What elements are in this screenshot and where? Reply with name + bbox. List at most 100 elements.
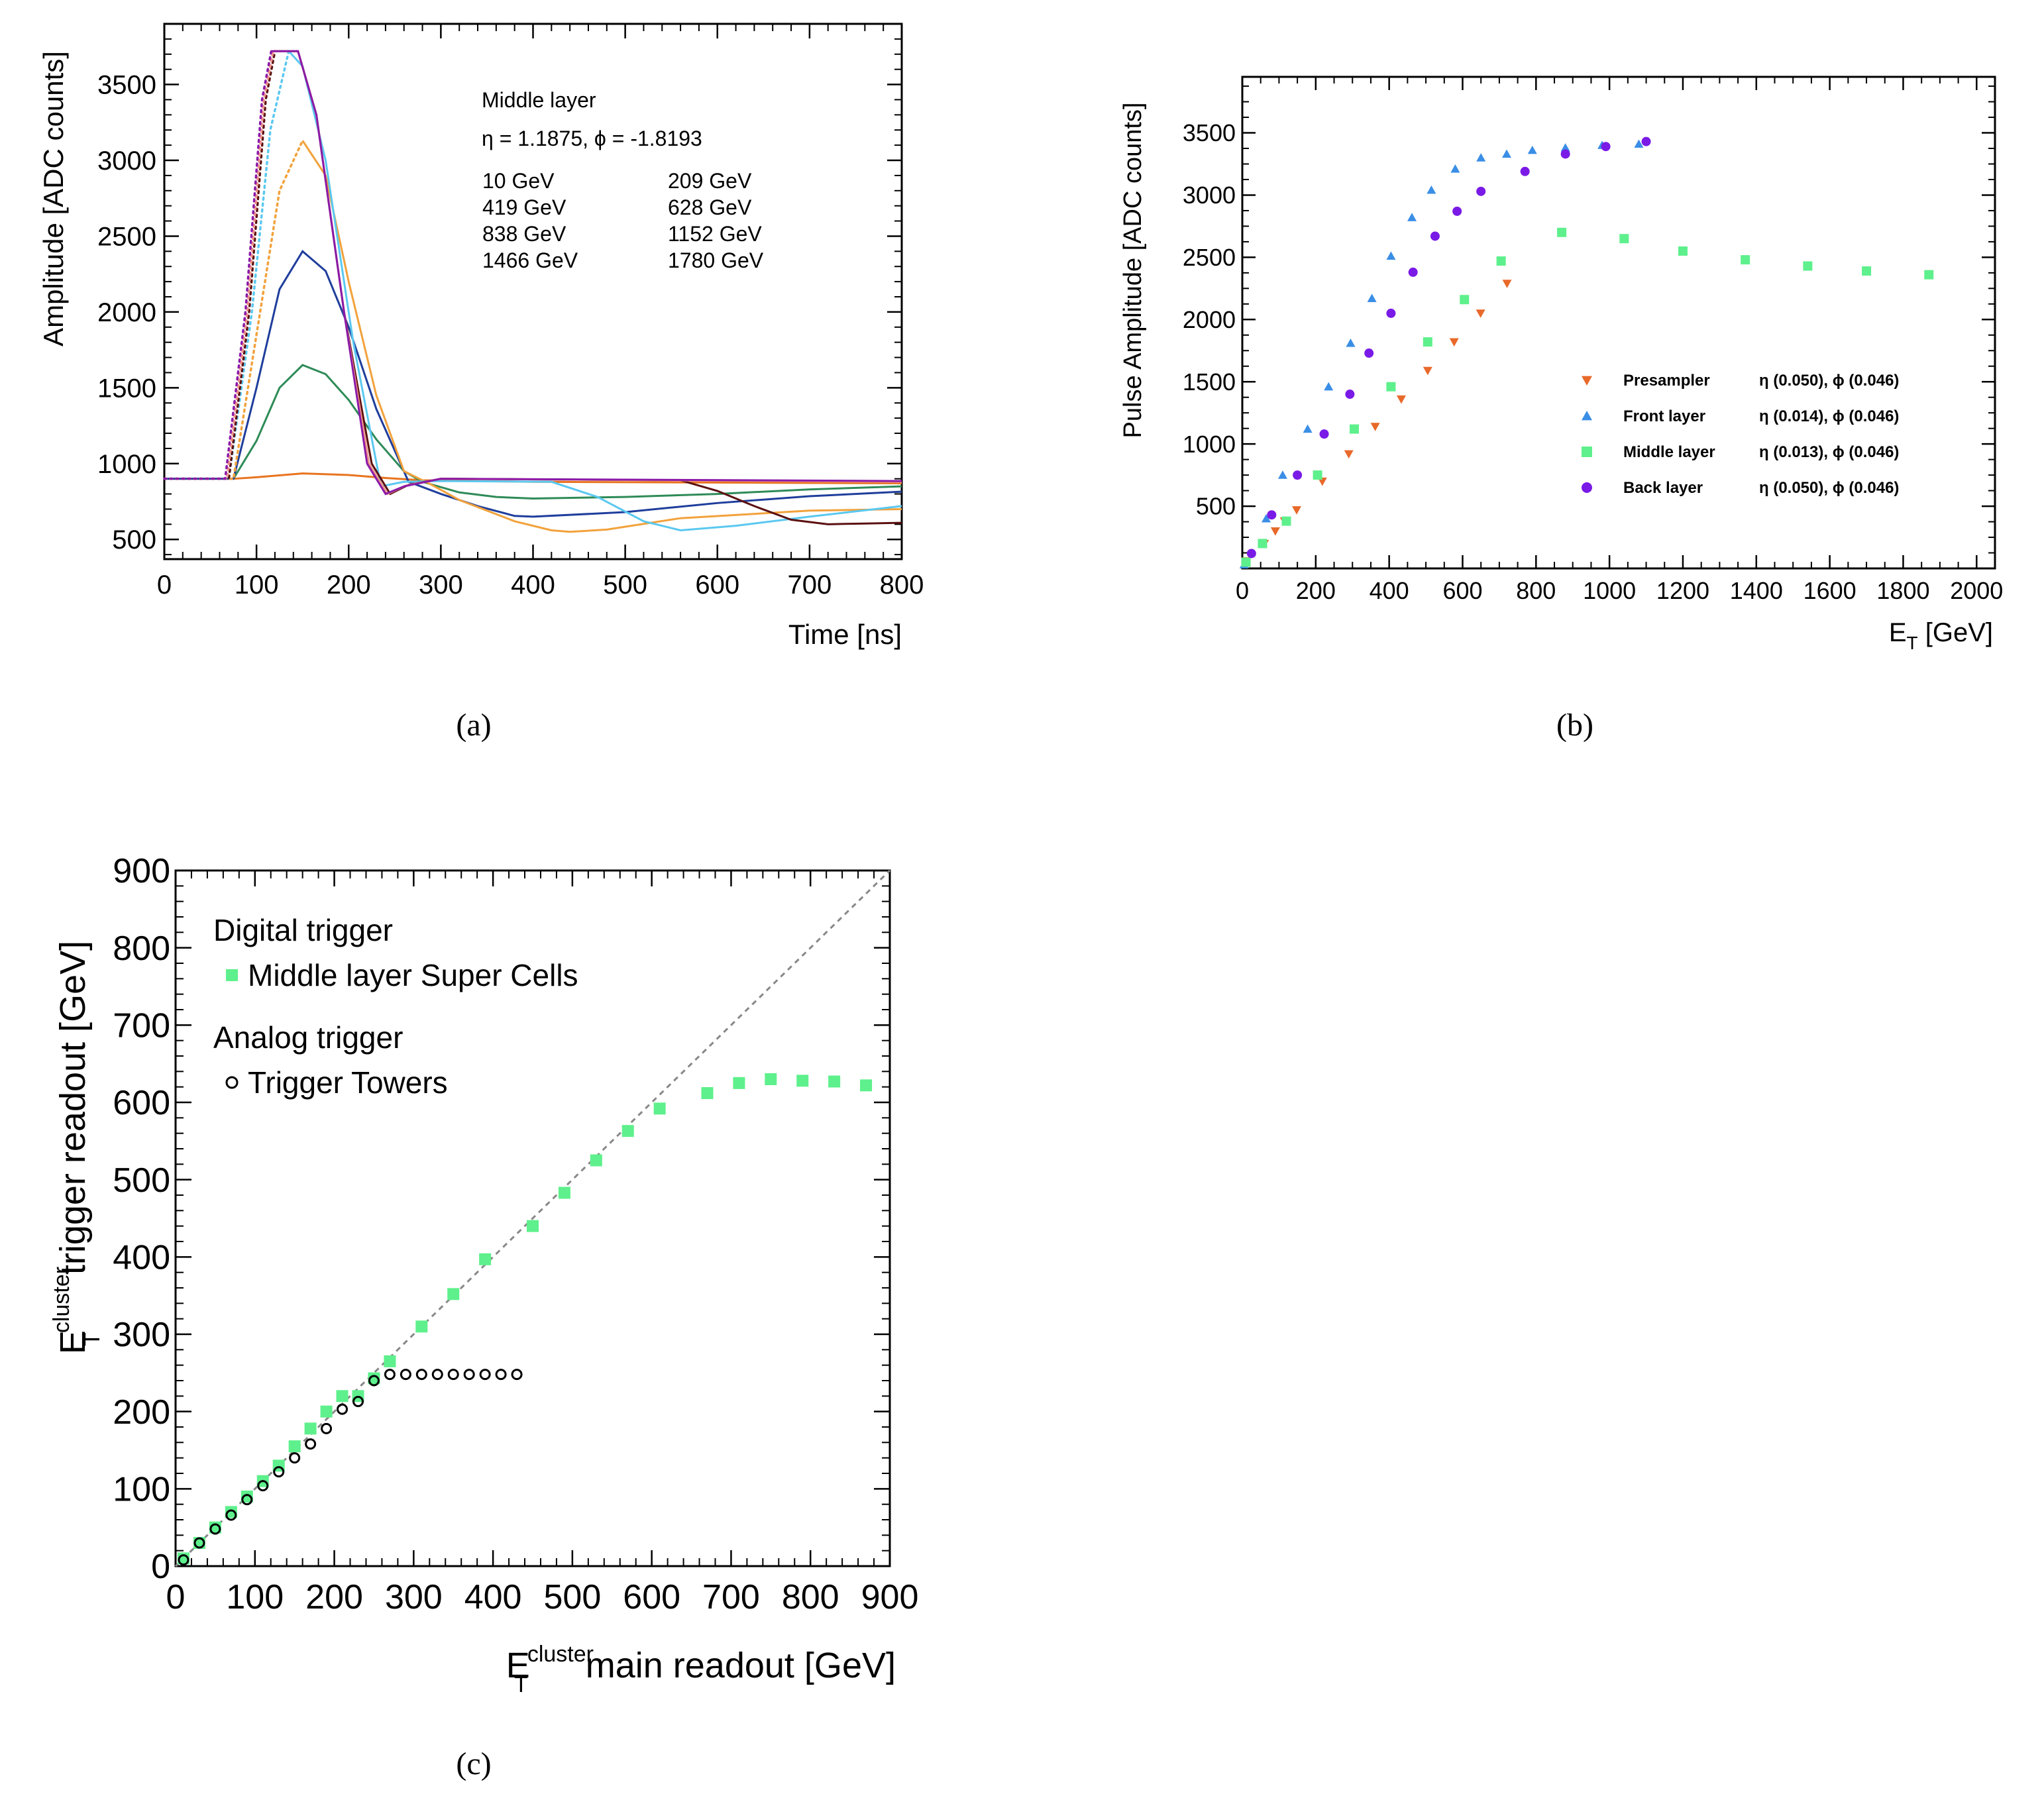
panel-b-x-axis-label-main: E	[1889, 618, 1907, 647]
panel-c-axes: 0 100 200 300 400 500 600 700 800 900 0 100 200 300 40…	[113, 852, 918, 1616]
data-point-middle-layer	[1619, 234, 1629, 244]
x-tick-label: 200	[305, 1578, 363, 1616]
data-point-middle-layer-super-cells	[653, 1102, 666, 1115]
data-point-front-layer	[1501, 149, 1511, 158]
data-point-trigger-towers	[384, 1369, 396, 1381]
series-line-628-gev-rising	[163, 139, 304, 480]
data-point-presampler	[1396, 395, 1406, 404]
data-point-presampler	[1292, 506, 1302, 515]
y-tick-label: 3500	[97, 71, 156, 100]
data-point-back-layer	[1246, 549, 1256, 558]
legend-entry-838-gev: 838 GeV	[482, 222, 566, 246]
data-point-middle-layer-super-cells	[304, 1422, 317, 1435]
panel-b-x-axis-label-sub: T	[1907, 633, 1918, 653]
legend-entry-1466-gev: 1466 GeV	[482, 248, 578, 272]
panel-b-axes: 0 200 400 600 800 1000 1200 1400 1600 1800 2000 500…	[1183, 77, 2003, 604]
data-point-middle-layer-super-cells	[701, 1087, 714, 1099]
panel-a-axes: 0 100 200 300 400 500 600 700 800 500 1000 1500 2000…	[97, 23, 924, 600]
legend-marker-middle-layer-super-cells	[226, 969, 238, 981]
data-point-trigger-towers	[225, 1509, 237, 1521]
y-tick-label: 300	[113, 1316, 170, 1354]
legend-header-digital-trigger: Digital trigger	[213, 913, 393, 947]
data-point-middle-layer-super-cells	[765, 1073, 777, 1085]
y-tick-label: 2500	[1183, 244, 1236, 271]
data-point-middle-layer-super-cells	[241, 1491, 253, 1503]
y-tick-label: 700	[113, 1007, 170, 1045]
panel-a-legend-header: Middle layer	[482, 88, 596, 112]
x-tick-label: 300	[385, 1578, 443, 1616]
x-tick-label: 0	[157, 570, 172, 600]
series-line-1780-gev	[271, 50, 902, 496]
data-point-middle-layer-super-cells	[320, 1405, 333, 1418]
series-line-838-gev	[288, 50, 902, 532]
y-tick-label: 2000	[97, 298, 156, 327]
legend-entry-1780-gev: 1780 GeV	[668, 248, 764, 272]
data-point-front-layer	[1426, 185, 1436, 194]
x-tick-label: 400	[511, 570, 555, 600]
y-tick-label: 400	[113, 1239, 170, 1277]
y-tick-label: 2500	[97, 222, 156, 251]
y-tick-label: 3500	[1183, 119, 1236, 146]
data-point-front-layer	[1303, 424, 1313, 433]
legend-note-middle-layer: η (0.013), ϕ (0.046)	[1759, 443, 1899, 461]
data-point-presampler	[1344, 450, 1354, 459]
y-tick-label: 3000	[1183, 182, 1236, 209]
data-point-back-layer	[1641, 136, 1651, 146]
panel-a-series	[163, 50, 902, 533]
x-tick-label: 500	[603, 570, 647, 600]
data-point-trigger-towers	[415, 1369, 427, 1381]
legend-label-front-layer: Front layer	[1623, 407, 1705, 425]
x-tick-label: 200	[327, 570, 371, 600]
panel-c-x-axis-label: Ecluster T main readout [GeV]	[506, 1642, 896, 1697]
legend-marker-presampler	[1582, 376, 1592, 386]
x-tick-label: 200	[1296, 577, 1336, 604]
data-point-trigger-towers	[257, 1480, 269, 1492]
data-point-trigger-towers	[352, 1396, 364, 1407]
data-point-back-layer	[1408, 267, 1418, 277]
data-point-presampler	[1449, 338, 1459, 347]
data-point-presampler	[1270, 527, 1280, 536]
legend-marker-front-layer	[1582, 411, 1592, 421]
legend-label-back-layer: Back layer	[1623, 479, 1703, 497]
data-point-middle-layer	[1496, 256, 1506, 266]
x-tick-label: 700	[788, 570, 832, 600]
data-point-back-layer	[1293, 470, 1303, 480]
legend-note-presampler: η (0.050), ϕ (0.046)	[1759, 372, 1899, 390]
data-point-trigger-towers	[305, 1438, 317, 1450]
data-point-front-layer	[1560, 143, 1570, 152]
panel-b-x-axis-label: ET [GeV]	[1889, 618, 1993, 653]
data-point-front-layer	[1277, 470, 1287, 479]
legend-note-back-layer: η (0.050), ϕ (0.046)	[1759, 479, 1899, 497]
x-tick-label: 100	[235, 570, 279, 600]
data-point-middle-layer-super-cells	[447, 1288, 460, 1300]
data-point-middle-layer-super-cells	[336, 1390, 349, 1402]
panel-c-legend: Digital trigger Middle layer Super Cells A…	[213, 913, 578, 1100]
x-tick-label: 2000	[1950, 577, 2003, 604]
data-point-presampler	[1502, 280, 1512, 288]
data-point-middle-layer-super-cells	[590, 1154, 602, 1167]
data-point-back-layer	[1430, 231, 1440, 241]
x-tick-label: 300	[419, 570, 463, 600]
data-point-back-layer	[1319, 429, 1329, 439]
y-tick-label: 900	[113, 852, 170, 890]
data-point-presampler	[1423, 366, 1432, 376]
data-point-front-layer	[1367, 293, 1377, 302]
x-tick-label: 700	[702, 1578, 760, 1616]
legend-entry-middle-layer-super-cells: Middle layer Super Cells	[248, 958, 578, 992]
y-tick-label: 2000	[1183, 306, 1236, 333]
data-point-front-layer	[1324, 382, 1334, 391]
x-tick-label: 900	[861, 1578, 919, 1616]
panel-c-plot-frame	[174, 869, 891, 1567]
data-point-front-layer	[1346, 338, 1356, 347]
panel-c-x-axis-label-sub: T	[514, 1672, 528, 1697]
legend-label-presampler: Presampler	[1623, 372, 1710, 390]
x-tick-label: 0	[1236, 577, 1249, 604]
data-point-trigger-towers	[368, 1375, 380, 1387]
y-tick-label: 500	[112, 525, 156, 555]
data-point-front-layer	[1407, 213, 1417, 221]
data-point-back-layer	[1267, 510, 1277, 520]
data-point-trigger-towers	[273, 1466, 285, 1478]
data-point-back-layer	[1601, 142, 1611, 152]
data-point-middle-layer	[1241, 557, 1251, 567]
